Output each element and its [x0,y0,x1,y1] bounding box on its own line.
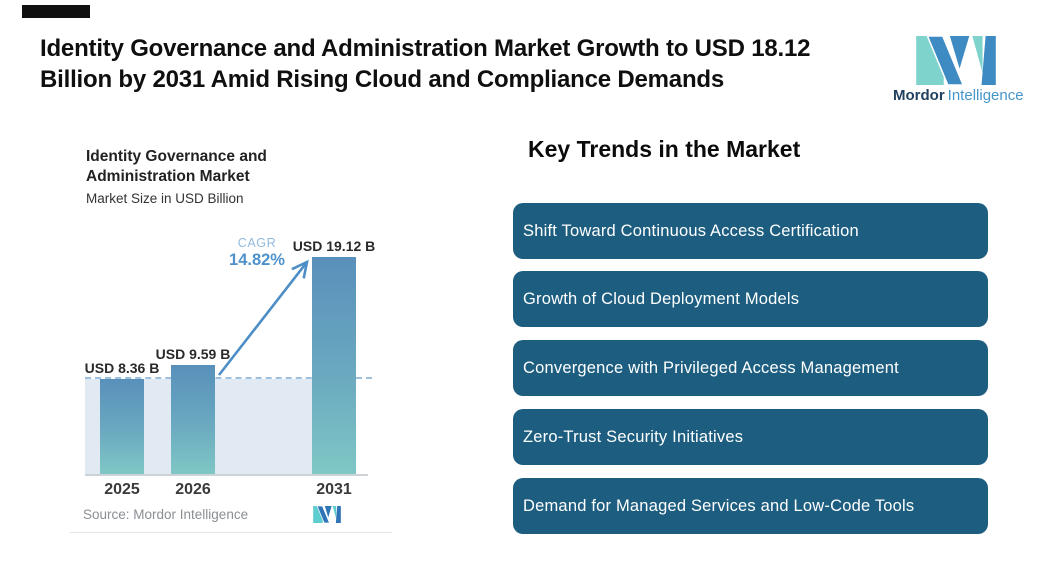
trend-item-privileged-access-management: Convergence with Privileged Access Manag… [513,340,988,396]
page-title-line-2: Billion by 2031 Amid Rising Cloud and Co… [40,66,725,93]
brand-name-bold: Mordor [893,87,945,104]
bar-2031 [312,257,356,474]
source-note: Source: Mordor Intelligence [83,507,249,522]
bar-value-label-2031: USD 19.12 B [292,238,376,254]
cagr-value: 14.82% [229,251,285,269]
mini-mordor-logo-icon [313,506,341,523]
x-tick-2026: 2026 [175,481,211,498]
chart-title-line-2: Administration Market [86,168,250,185]
bar-2026 [171,365,215,474]
card-bottom-divider [70,532,392,533]
bar-2025 [100,379,144,474]
bar-value-label-2026: USD 9.59 B [155,346,231,362]
decorative-black-bar [22,5,90,18]
market-chart-card: Identity Governance and Administration M… [62,133,400,537]
trends-heading: Key Trends in the Market [528,136,801,162]
cagr-label: CAGR [237,236,277,250]
x-axis-line [85,474,368,476]
trend-item-zero-trust: Zero-Trust Security Initiatives [513,409,988,465]
bar-value-label-2025: USD 8.36 B [84,360,160,376]
trend-item-managed-services-low-code: Demand for Managed Services and Low-Code… [513,478,988,534]
x-tick-2025: 2025 [104,481,140,498]
brand-wordmark: Mordor Intelligence [893,87,1024,104]
chart-subtitle: Market Size in USD Billion [86,191,244,206]
page-title: Identity Governance and Administration M… [40,33,810,95]
trend-item-continuous-access-certification: Shift Toward Continuous Access Certifica… [513,203,988,259]
x-tick-2031: 2031 [316,481,352,498]
baseline-dashed-line [85,377,372,379]
page-title-line-1: Identity Governance and Administration M… [40,35,811,62]
brand-name-light: Intelligence [947,87,1024,104]
trend-item-cloud-deployment-models: Growth of Cloud Deployment Models [513,271,988,327]
chart-title-line-1: Identity Governance and [86,148,267,165]
chart-title: Identity Governance and Administration M… [86,147,267,187]
brand-logo: Mordor Intelligence [893,36,1024,104]
cagr-annotation: CAGR 14.82% [222,236,292,270]
mordor-m-logo-icon [916,36,996,85]
